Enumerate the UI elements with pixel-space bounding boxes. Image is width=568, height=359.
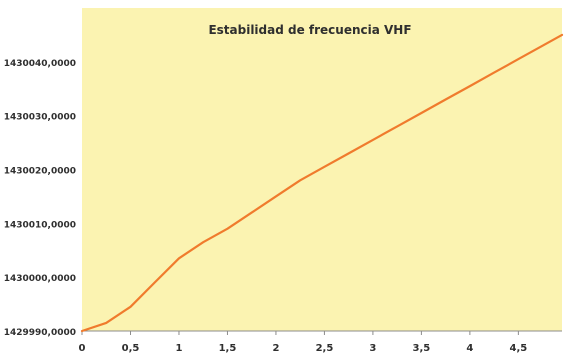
y-tick-label: 1430040,0000 bbox=[4, 59, 76, 69]
x-tick-label: 1 bbox=[175, 343, 182, 354]
x-tick-label: 1,5 bbox=[219, 343, 237, 354]
plot-area bbox=[82, 8, 562, 331]
y-tick-label: 1429990,0000 bbox=[4, 328, 76, 338]
x-tick-label: 3,5 bbox=[413, 343, 431, 354]
y-tick-label: 1430030,0000 bbox=[4, 113, 76, 123]
chart-title: Estabilidad de frecuencia VHF bbox=[208, 23, 411, 37]
x-tick-label: 2 bbox=[272, 343, 279, 354]
tick-labels: 1429990,00001430000,00001430010,00001430… bbox=[4, 59, 528, 354]
y-tick-label: 1430020,0000 bbox=[4, 167, 76, 177]
series-line bbox=[80, 33, 564, 333]
x-tick-label: 4,5 bbox=[510, 343, 528, 354]
x-tick-label: 4 bbox=[466, 343, 473, 354]
x-tick-label: 0,5 bbox=[122, 343, 140, 354]
y-tick-label: 1430010,0000 bbox=[4, 220, 76, 230]
x-tick-label: 3 bbox=[369, 343, 376, 354]
axes bbox=[81, 330, 562, 335]
y-tick-label: 1430000,0000 bbox=[4, 274, 76, 284]
x-tick-label: 2,5 bbox=[316, 343, 334, 354]
x-tick-label: 0 bbox=[79, 343, 86, 354]
